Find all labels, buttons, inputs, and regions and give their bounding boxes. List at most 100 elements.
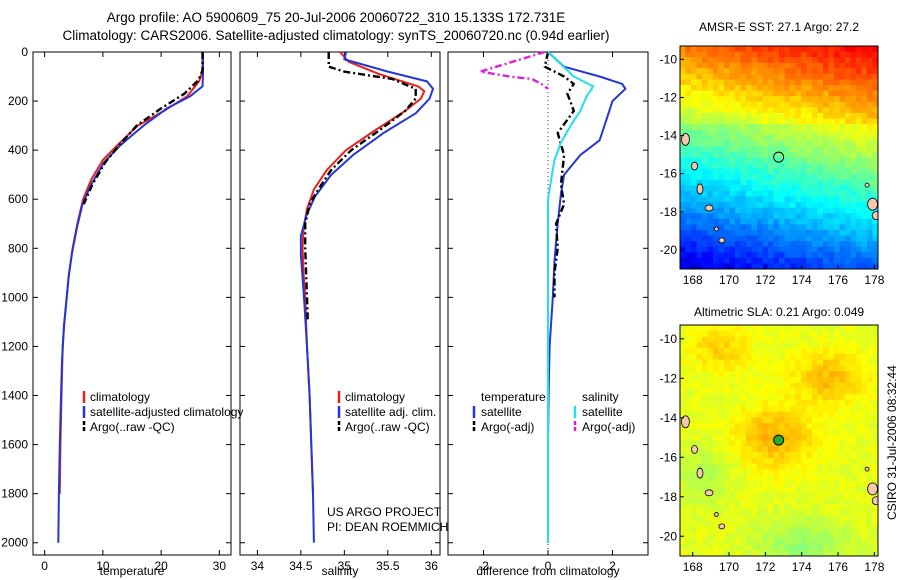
heatmap-cell: [746, 428, 753, 436]
heatmap-cell: [828, 434, 835, 442]
heatmap-cell: [757, 498, 764, 505]
heatmap-cell: [828, 480, 835, 488]
heatmap-cell: [856, 509, 863, 517]
heatmap-cell: [795, 168, 802, 175]
heatmap-cell: [713, 382, 720, 390]
heatmap-cell: [735, 486, 742, 494]
x-tick-label: 172: [755, 273, 775, 287]
heatmap-cell: [680, 229, 687, 237]
heatmap-cell: [817, 79, 824, 86]
heatmap-cell: [702, 423, 709, 430]
heatmap-cell: [702, 85, 709, 92]
heatmap-cell: [707, 388, 714, 395]
heatmap-cell: [872, 463, 878, 470]
heatmap-cell: [867, 229, 874, 237]
heatmap-cell: [845, 405, 852, 413]
heatmap-cell: [702, 207, 709, 214]
heatmap-cell: [751, 486, 758, 494]
heatmap-cell: [845, 235, 852, 242]
heatmap-cell: [768, 452, 775, 459]
heatmap-cell: [718, 550, 725, 556]
heatmap-cell: [685, 151, 692, 159]
heatmap-cell: [784, 342, 791, 349]
heatmap-cell: [713, 202, 720, 209]
heatmap-cell: [685, 457, 692, 465]
heatmap-cell: [872, 62, 878, 69]
heatmap-cell: [790, 218, 797, 225]
heatmap-cell: [856, 107, 863, 114]
heatmap-cell: [740, 504, 747, 511]
heatmap-cell: [801, 325, 808, 332]
heatmap-cell: [790, 371, 797, 378]
heatmap-cell: [746, 202, 753, 209]
heatmap-cell: [713, 434, 720, 442]
heatmap-cell: [845, 475, 852, 482]
heatmap-cell: [784, 190, 791, 198]
heatmap-cell: [806, 394, 813, 401]
sst-value: 27.1: [778, 20, 802, 34]
heatmap-cell: [823, 146, 830, 153]
heatmap-cell: [696, 101, 703, 108]
heatmap-cell: [801, 129, 808, 136]
heatmap-cell: [867, 509, 874, 517]
heatmap-cell: [806, 504, 813, 511]
heatmap-cell: [779, 90, 786, 97]
heatmap-cell: [856, 330, 863, 338]
heatmap-cell: [828, 185, 835, 192]
heatmap-cell: [685, 129, 692, 136]
heatmap-cell: [801, 434, 808, 442]
heatmap-cell: [751, 330, 758, 338]
heatmap-cell: [762, 196, 769, 203]
heatmap-cell: [817, 446, 824, 453]
heatmap-cell: [856, 353, 863, 361]
heatmap-cell: [691, 515, 698, 522]
heatmap-cell: [691, 140, 698, 147]
heatmap-cell: [713, 257, 720, 265]
heatmap-cell: [735, 371, 742, 378]
heatmap-cell: [685, 492, 692, 499]
heatmap-cell: [746, 388, 753, 395]
heatmap-cell: [806, 68, 813, 75]
heatmap-cell: [702, 179, 709, 186]
heatmap-cell: [724, 257, 731, 265]
heatmap-cell: [856, 140, 863, 147]
x-tick-label: 0: [41, 559, 48, 573]
series-line-argo-raw-qc-: [304, 52, 417, 322]
heatmap-cell: [762, 394, 769, 401]
heatmap-cell: [806, 179, 813, 186]
heatmap-cell: [691, 235, 698, 242]
heatmap-cell: [806, 521, 813, 528]
y-tick-label: -12: [660, 371, 678, 385]
heatmap-cell: [768, 85, 775, 92]
heatmap-cell: [823, 400, 830, 407]
heatmap-cell: [740, 550, 747, 556]
heatmap-cell: [768, 185, 775, 192]
heatmap-cell: [823, 124, 830, 131]
heatmap-cell: [817, 440, 824, 447]
heatmap-cell: [784, 475, 791, 482]
heatmap-cell: [680, 434, 687, 442]
heatmap-cell: [724, 118, 731, 125]
heatmap-cell: [839, 446, 846, 453]
heatmap-cell: [768, 457, 775, 465]
heatmap-cell: [817, 388, 824, 395]
heatmap-cell: [713, 405, 720, 413]
heatmap-cell: [696, 544, 703, 551]
heatmap-cell: [773, 538, 780, 546]
heatmap-cell: [834, 213, 841, 220]
heatmap-cell: [790, 124, 797, 131]
heatmap-cell: [702, 353, 709, 361]
heatmap-cell: [713, 475, 720, 482]
heatmap-cell: [779, 405, 786, 413]
heatmap-cell: [718, 428, 725, 436]
heatmap-cell: [713, 190, 720, 198]
heatmap-cell: [806, 376, 813, 384]
heatmap-cell: [872, 382, 878, 390]
heatmap-cell: [691, 330, 698, 338]
heatmap-cell: [795, 213, 802, 220]
heatmap-cell: [812, 457, 819, 465]
heatmap-cell: [817, 68, 824, 75]
heatmap-cell: [718, 359, 725, 367]
heatmap-cell: [828, 96, 835, 103]
heatmap-cell: [680, 96, 687, 103]
